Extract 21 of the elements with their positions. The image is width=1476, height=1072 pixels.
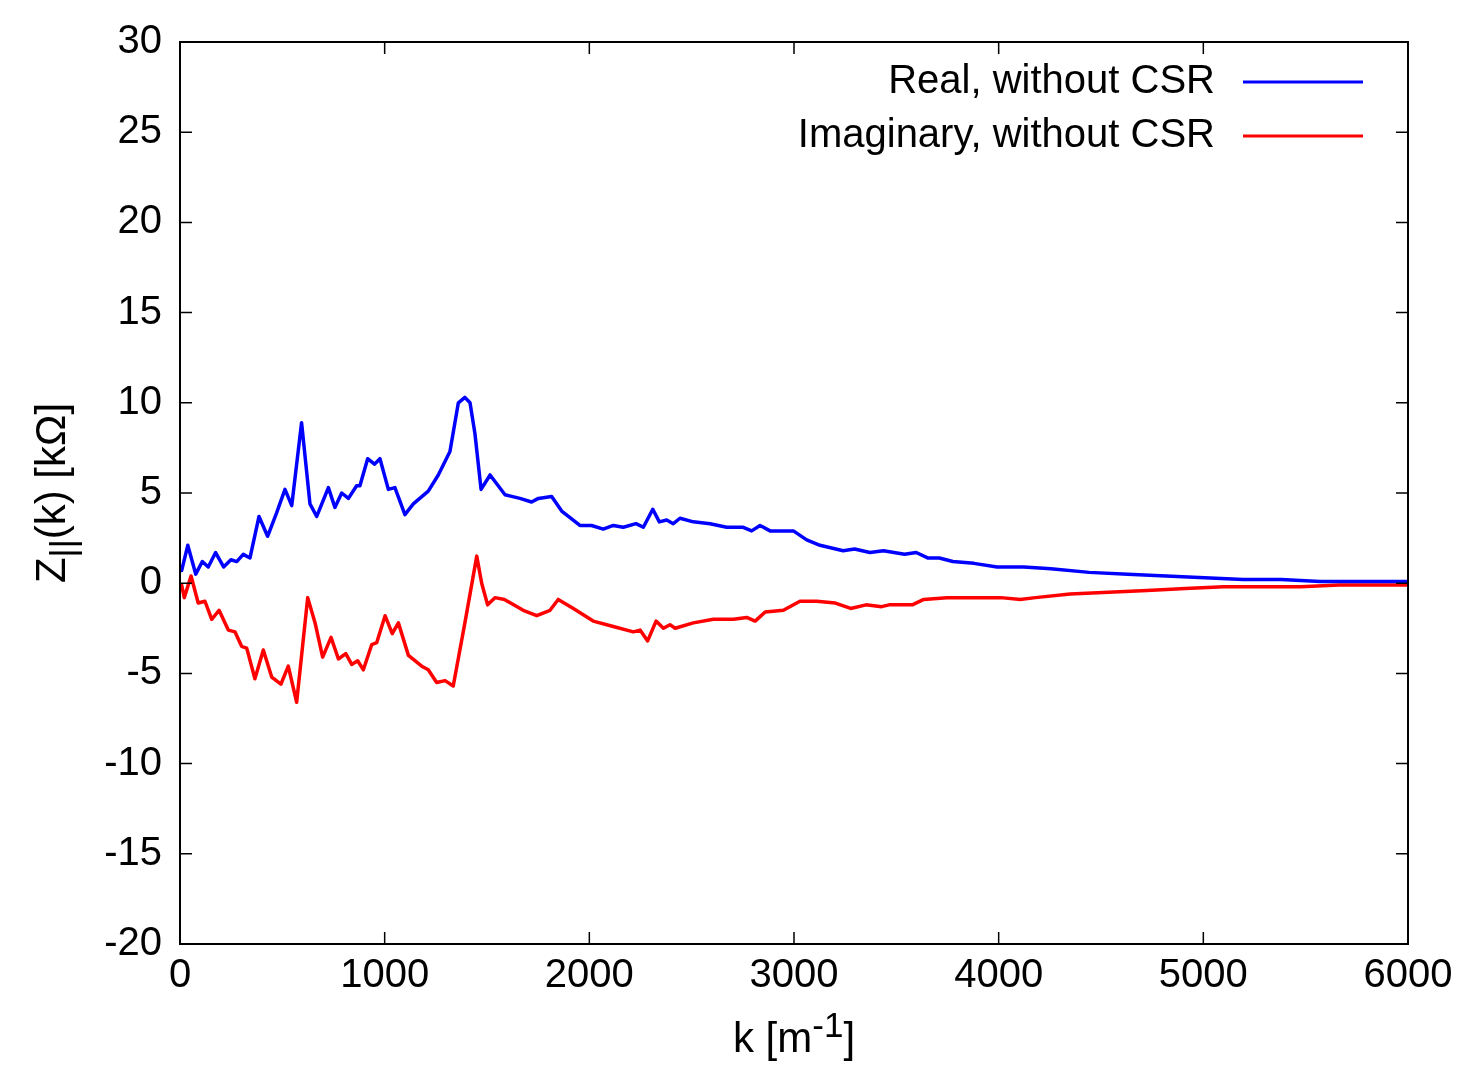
y-tick-label: 15: [117, 287, 162, 332]
x-tick-label: 6000: [1363, 951, 1453, 996]
x-tick-label: 2000: [544, 951, 634, 996]
y-tick-label: 5: [139, 468, 162, 513]
y-tick-label: -20: [104, 919, 162, 964]
y-tick-label: 25: [117, 107, 162, 152]
x-tick-label: 5000: [1158, 951, 1248, 996]
x-tick-label: 0: [168, 951, 192, 996]
y-tick-label: 0: [139, 558, 162, 603]
legend-label: Imaginary, without CSR: [797, 111, 1215, 156]
y-tick-label: -10: [104, 738, 162, 783]
y-tick-label: -15: [104, 828, 162, 873]
y-tick-label: 10: [117, 377, 162, 422]
x-axis-title: k [m$^{-1}$]: [731, 1005, 857, 1062]
x-tick-label: 3000: [749, 951, 839, 996]
y-tick-label: 20: [117, 197, 162, 242]
y-tick-label: -5: [126, 648, 162, 693]
x-tick-label: 1000: [340, 951, 430, 996]
x-tick-label: 4000: [954, 951, 1044, 996]
y-tick-label: 30: [117, 17, 162, 62]
legend-label: Real, without CSR: [888, 57, 1215, 102]
